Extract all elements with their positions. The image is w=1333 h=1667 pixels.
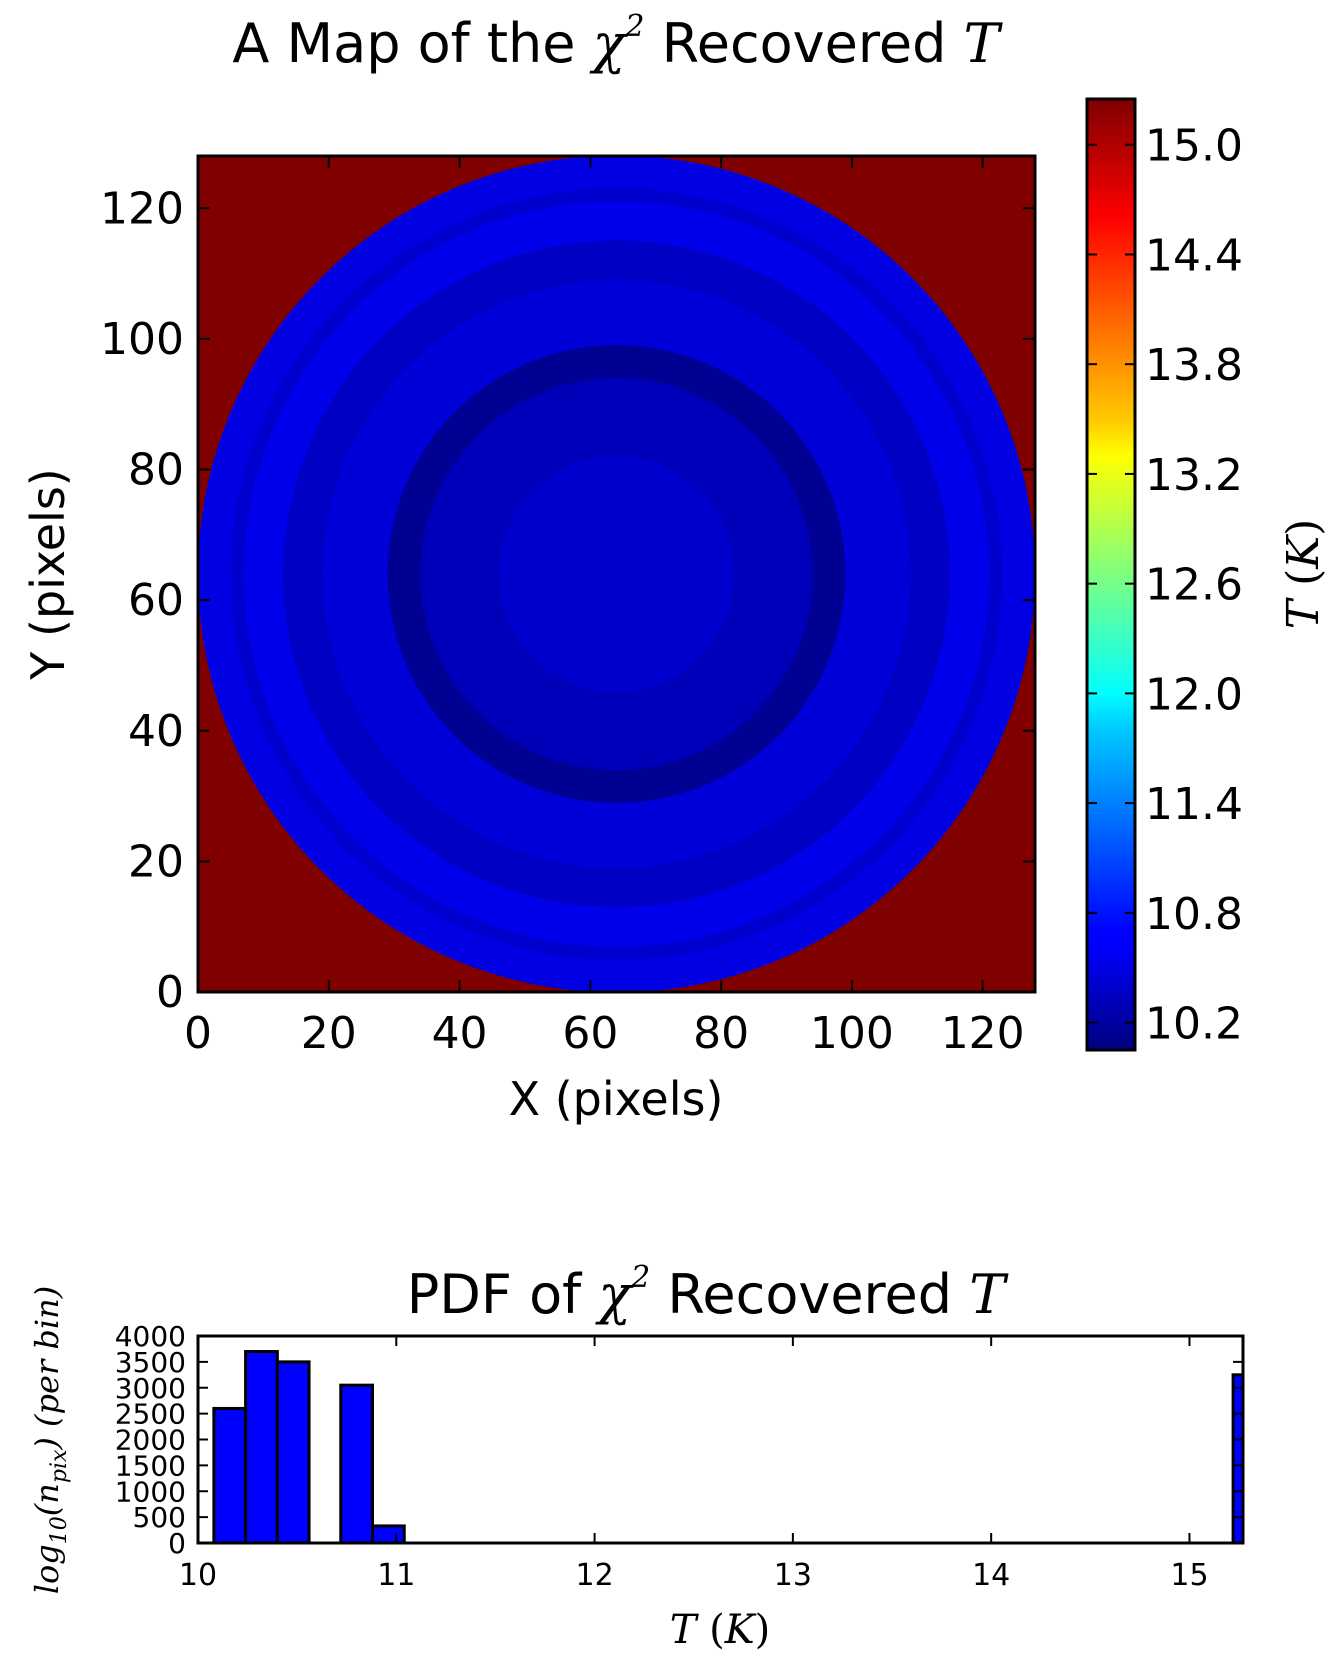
hist-y-tick-label: 4000 (115, 1320, 186, 1353)
hist-x-tick-label: 10 (179, 1558, 217, 1593)
hist-y-tick-label: 500 (133, 1501, 186, 1534)
hist-y-tick-label: 1000 (115, 1475, 186, 1508)
map-y-tick-label: 60 (128, 575, 184, 626)
map-x-tick-label: 120 (941, 1008, 1025, 1059)
histogram: 10 11 12 13 14 15 050010001500200025003000350… (115, 1320, 1245, 1593)
histogram-bar-0 (212, 1406, 248, 1545)
colorbar-tick-label: 13.2 (1145, 450, 1243, 501)
colorbar-tick-label: 15.0 (1145, 121, 1243, 172)
heatmap-frame (196, 154, 1037, 994)
heatmap-x-ticks: 0 20 40 60 80 100 120 (184, 156, 1025, 1059)
colorbar-gradient (1085, 97, 1137, 1052)
map-x-tick-label: 20 (301, 1008, 357, 1059)
colorbar-tick-label: 12.6 (1145, 560, 1243, 611)
histogram-bars (212, 1350, 1245, 1545)
heatmap-ring-7 (498, 456, 735, 692)
histogram-x-ticks: 10 11 12 13 14 15 (179, 1336, 1209, 1593)
colorbar-ticks: 10.2 10.8 11.4 12.0 12.6 13.2 13.8 14.4 15.0 (1087, 121, 1243, 1050)
map-y-tick-label: 120 (100, 183, 184, 234)
hist-x-tick-label: 15 (1170, 1558, 1208, 1593)
heatmap: 0 20 40 60 80 100 120 0 20 40 60 80 100 120 (100, 154, 1037, 1059)
hist-x-tick-label: 14 (972, 1558, 1010, 1593)
colorbar-tick-label: 10.2 (1145, 999, 1243, 1050)
map-title: A Map of the χ2 Recovered T (232, 9, 1003, 75)
colorbar-tick-label: 12.0 (1145, 669, 1243, 720)
heatmap-rings (198, 156, 1035, 992)
map-y-tick-label: 80 (128, 445, 184, 496)
histogram-bar-2 (275, 1360, 311, 1545)
map-x-tick-label: 60 (562, 1008, 618, 1059)
map-y-tick-label: 0 (156, 967, 184, 1018)
hist-x-tick-label: 12 (575, 1558, 613, 1593)
hist-y-tick-label: 3000 (115, 1372, 186, 1405)
hist-title: PDF of χ2 Recovered T (407, 1260, 1010, 1326)
hist-x-axis-label: T (K) (670, 1607, 771, 1653)
map-y-axis-label: Y (pixels) (21, 468, 75, 680)
map-x-tick-label: 0 (184, 1008, 212, 1059)
hist-y-tick-label: 3500 (115, 1346, 186, 1379)
hist-y-tick-label: 2500 (115, 1398, 186, 1431)
colorbar-tick-label: 10.8 (1145, 889, 1243, 940)
map-y-tick-label: 100 (100, 314, 184, 365)
map-x-tick-label: 100 (810, 1008, 894, 1059)
map-x-axis-label: X (pixels) (509, 1072, 724, 1126)
histogram-bar-1 (244, 1350, 279, 1545)
map-y-tick-label: 40 (128, 706, 184, 757)
colorbar-tick-label: 11.4 (1145, 779, 1243, 830)
map-x-tick-label: 40 (432, 1008, 488, 1059)
hist-x-tick-label: 13 (774, 1558, 812, 1593)
colorbar: 10.2 10.8 11.4 12.0 12.6 13.2 13.8 14.4 15.0 T (… (1085, 97, 1329, 1052)
hist-y-tick-label: 2000 (115, 1424, 186, 1457)
hist-x-tick-label: 11 (377, 1558, 415, 1593)
histogram-bar-4 (339, 1383, 374, 1545)
colorbar-tick-label: 14.4 (1145, 230, 1243, 281)
map-y-tick-label: 20 (128, 836, 184, 887)
hist-y-axis-label: log10(npix) (per bin) (28, 1286, 72, 1594)
colorbar-tick-label: 13.8 (1145, 340, 1243, 391)
map-x-tick-label: 80 (693, 1008, 749, 1059)
colorbar-label: T (K) (1278, 519, 1329, 630)
histogram-bar-5 (370, 1524, 406, 1545)
hist-y-tick-label: 0 (168, 1527, 186, 1560)
hist-y-tick-label: 1500 (115, 1449, 186, 1482)
heatmap-y-ticks: 0 20 40 60 80 100 120 (100, 183, 1035, 1018)
